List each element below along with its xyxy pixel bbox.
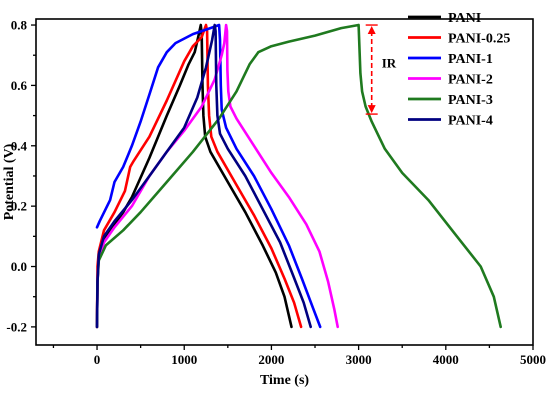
ir-arrow-down bbox=[367, 105, 376, 114]
x-tick-label: 3000 bbox=[346, 352, 372, 367]
legend-label-pani: PANI bbox=[448, 11, 481, 26]
y-tick-label: 0.2 bbox=[11, 199, 27, 214]
ir-label: IR bbox=[382, 56, 397, 71]
legend-label-pani-2: PANI-2 bbox=[448, 73, 493, 88]
series-line-pani-0-25 bbox=[95, 23, 303, 329]
y-tick-label: 0.0 bbox=[11, 259, 27, 274]
series-layer bbox=[95, 23, 502, 329]
series-line-pani bbox=[95, 23, 293, 329]
x-tick-label: 1000 bbox=[171, 352, 197, 367]
y-axis-title: Potential (V) bbox=[2, 143, 17, 220]
x-tick-label: 5000 bbox=[520, 352, 546, 367]
x-tick-label: 0 bbox=[94, 352, 101, 367]
x-axis-title: Time (s) bbox=[260, 373, 309, 388]
series-line-pani-4 bbox=[95, 23, 312, 329]
legend: PANI PANI-0.25 PANI-1 PANI-2 PANI-3 PANI-4 bbox=[408, 11, 510, 129]
x-tick-label: 2000 bbox=[258, 352, 284, 367]
y-tick-label: -0.2 bbox=[6, 319, 27, 334]
y-tick-label: 0.8 bbox=[11, 18, 28, 33]
plot-frame bbox=[35, 18, 534, 346]
legend-label-pani-1: PANI-1 bbox=[448, 52, 493, 67]
ir-annotation: IR bbox=[365, 24, 397, 115]
legend-label-pani-4: PANI-4 bbox=[448, 114, 493, 129]
plot-area: 0 1000 2000 3000 4000 5000 -0.2 0.0 0.2 0.4 0.6 0.8 bbox=[6, 18, 546, 367]
y-tick-label: 0.6 bbox=[11, 78, 28, 93]
y-tick-label: 0.4 bbox=[11, 138, 28, 153]
legend-label-pani-0-25: PANI-0.25 bbox=[448, 32, 510, 47]
ir-arrow-up bbox=[367, 26, 376, 35]
legend-label-pani-3: PANI-3 bbox=[448, 93, 493, 108]
series-line-pani-2 bbox=[95, 23, 339, 329]
series-line-pani-1 bbox=[95, 23, 322, 329]
series-line-pani-3 bbox=[95, 23, 502, 329]
x-tick-label: 4000 bbox=[433, 352, 459, 367]
